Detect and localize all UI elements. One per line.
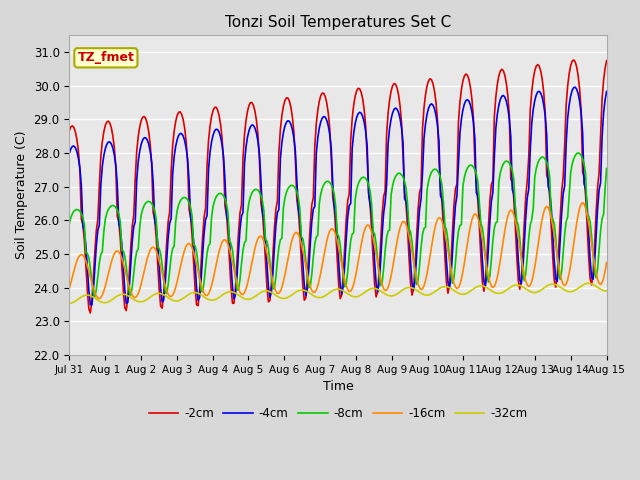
-4cm — [245, 128, 253, 133]
-32cm — [573, 287, 580, 292]
-8cm — [227, 240, 235, 246]
-32cm — [226, 289, 234, 295]
-8cm — [603, 166, 611, 171]
-32cm — [300, 288, 308, 293]
-16cm — [302, 264, 310, 269]
Line: -8cm: -8cm — [69, 153, 607, 297]
-2cm — [576, 86, 584, 92]
-4cm — [227, 262, 235, 267]
-2cm — [254, 132, 262, 137]
-32cm — [244, 297, 252, 302]
-32cm — [253, 293, 260, 299]
-8cm — [65, 220, 73, 226]
-2cm — [603, 58, 611, 63]
Line: -2cm: -2cm — [69, 60, 607, 313]
-16cm — [579, 200, 586, 205]
-8cm — [302, 258, 310, 264]
Text: TZ_fmet: TZ_fmet — [77, 51, 134, 64]
-16cm — [574, 212, 582, 218]
-32cm — [131, 298, 139, 303]
-4cm — [603, 89, 611, 95]
-4cm — [133, 177, 141, 182]
Y-axis label: Soil Temperature (C): Soil Temperature (C) — [15, 131, 28, 259]
-2cm — [65, 128, 73, 133]
-16cm — [254, 236, 262, 241]
-4cm — [576, 98, 584, 104]
Legend: -2cm, -4cm, -8cm, -16cm, -32cm: -2cm, -4cm, -8cm, -16cm, -32cm — [144, 402, 532, 425]
-16cm — [133, 293, 141, 299]
-8cm — [91, 294, 99, 300]
-2cm — [245, 103, 253, 108]
-8cm — [245, 200, 253, 205]
-16cm — [65, 285, 73, 291]
-16cm — [245, 275, 253, 280]
-8cm — [254, 187, 262, 193]
-4cm — [254, 138, 262, 144]
-16cm — [603, 260, 611, 265]
-2cm — [133, 148, 141, 154]
-16cm — [95, 296, 103, 301]
-2cm — [570, 57, 577, 63]
-4cm — [572, 84, 579, 90]
-16cm — [227, 252, 235, 258]
-8cm — [133, 249, 141, 254]
-4cm — [65, 150, 73, 156]
Title: Tonzi Soil Temperatures Set C: Tonzi Soil Temperatures Set C — [225, 15, 451, 30]
-32cm — [585, 280, 593, 286]
-2cm — [302, 295, 310, 300]
X-axis label: Time: Time — [323, 380, 353, 393]
-4cm — [88, 302, 96, 308]
Line: -4cm: -4cm — [69, 87, 607, 305]
Line: -32cm: -32cm — [69, 283, 607, 303]
-32cm — [603, 288, 611, 294]
-8cm — [574, 150, 582, 156]
-2cm — [227, 285, 235, 290]
Line: -16cm: -16cm — [69, 203, 607, 299]
-8cm — [576, 151, 584, 156]
-4cm — [302, 293, 310, 299]
-32cm — [65, 300, 73, 306]
-2cm — [86, 310, 94, 316]
